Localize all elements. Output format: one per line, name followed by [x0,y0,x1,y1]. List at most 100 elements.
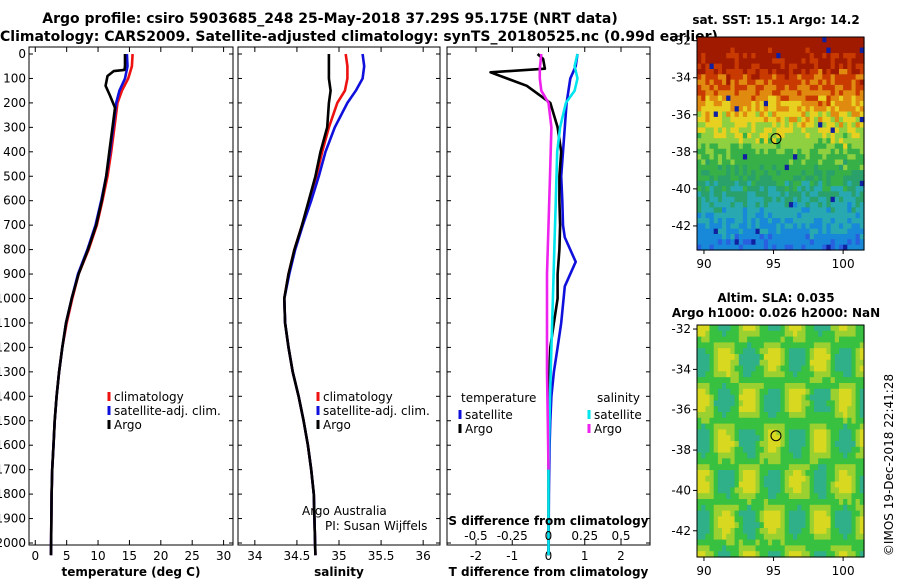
map-cell [776,170,782,176]
map-cell [768,69,773,75]
map-cell [788,412,794,419]
map-cell [788,441,794,448]
map-cell [726,336,731,343]
map-cell [847,191,853,198]
map-cell [843,180,848,187]
map-cell [747,58,752,65]
map-cell [776,159,782,166]
map-cell [801,132,807,139]
map-cell [818,464,823,471]
map-cell [772,522,777,529]
map-cell [738,394,744,401]
map-cell [717,53,723,59]
map-cell [855,170,861,176]
map-cell [805,429,811,436]
map-cell [705,148,711,155]
map-cell [834,74,840,81]
map-cell [768,191,773,198]
map-cell [847,170,853,176]
map-cell [826,371,832,378]
map-cell [763,394,769,401]
map-cell [755,383,761,390]
map-cell [763,330,769,338]
map-cell [839,429,844,436]
map-cell [763,365,769,372]
map-cell [709,74,715,81]
map-cell [847,138,853,145]
map-cell [797,228,802,235]
map-cell [797,116,802,123]
depth-tick-label: 800 [3,243,26,257]
map-cell [742,551,748,558]
map-cell [759,417,765,425]
map-cell [834,191,840,198]
map-cell [701,95,706,102]
map-cell [855,37,861,43]
s-tick-label: 0 [545,529,553,543]
map-cell [776,394,782,401]
map-cell [793,202,798,208]
map-cell [809,180,815,187]
map-cell [763,475,769,483]
map-cell [751,377,757,384]
map-cell [730,69,736,75]
map-cell [788,212,794,219]
map-cell [801,90,807,97]
map-cell [722,533,727,541]
map-cell [859,348,865,355]
map-cell [851,359,857,367]
map-cell [713,42,719,49]
map-cell [847,202,853,208]
map-cell [788,522,794,529]
map-cell [747,143,752,150]
map-cell [822,207,828,214]
map-cell [788,100,794,107]
map-cell [805,239,811,246]
map-cell [780,239,786,246]
map-cell [759,504,765,512]
map-cell [730,79,736,86]
map-cell [747,522,752,529]
map-cell [822,545,828,552]
map-cell [797,37,802,43]
map-cell [851,528,857,535]
map-cell [722,159,727,166]
map-cell [859,446,865,454]
map-cell [784,223,790,230]
map-cell [717,475,723,483]
map-cell [759,412,765,419]
map-cell [751,325,757,332]
map-lat-label: -40 [671,182,691,196]
map-cell [839,69,844,75]
map-cell [826,159,832,166]
map-cell [755,111,761,118]
map-cell [818,371,823,378]
map-cell [813,400,819,407]
map-cell [793,336,798,343]
map-cell [709,365,715,372]
map-cell [859,196,865,203]
map-cell [847,159,853,166]
x-axis-title-top: S difference from climatology [448,514,648,528]
map-cell [839,79,844,86]
map-cell [793,159,798,166]
map-cell [730,138,736,145]
map-cell [801,435,807,442]
map-cell [830,207,836,214]
map-cell [701,371,706,378]
map-cell [839,475,844,483]
map-cell [818,106,823,113]
map-cell [742,458,748,465]
map-cell [738,348,744,355]
map-cell [813,458,819,465]
map-cell [826,79,832,86]
map-cell [801,348,807,355]
map-cell [717,330,723,338]
map-cell [834,330,840,338]
map-cell [847,116,853,123]
map-cell [772,475,777,483]
map-cell [701,330,706,338]
map-cell [855,412,861,419]
map-cell [830,539,836,546]
map-cell [851,475,857,483]
